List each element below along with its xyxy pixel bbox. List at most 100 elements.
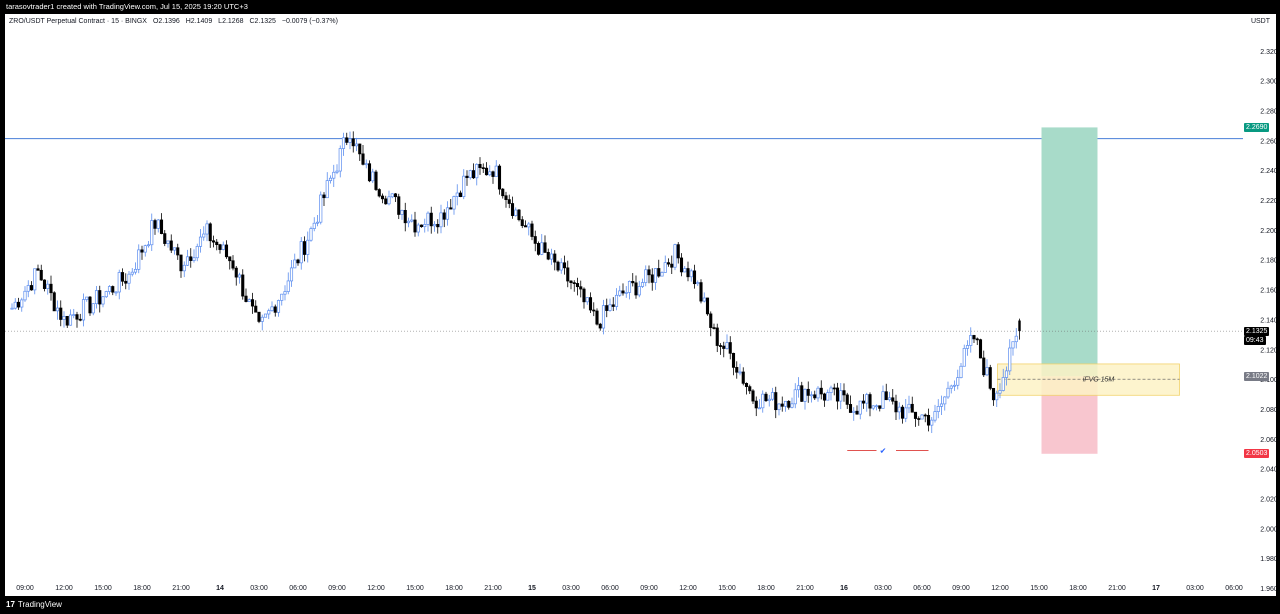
candle-body — [832, 387, 836, 390]
x-tick-label: 03:00 — [1186, 585, 1204, 592]
fvg-label: iFVG 15M — [1083, 377, 1115, 384]
candle-body — [998, 390, 1002, 394]
candle-body — [813, 394, 817, 399]
candle-body — [254, 305, 258, 313]
candle-body — [995, 392, 999, 401]
candle-body — [367, 163, 372, 182]
candle-body — [601, 305, 606, 329]
candle-body — [104, 291, 108, 298]
x-tick-label: 17 — [1152, 585, 1160, 592]
candle-body — [393, 193, 398, 198]
candle-body — [68, 314, 73, 326]
candle-body — [819, 387, 823, 395]
y-tick-label: 2.0200 — [1260, 497, 1276, 504]
candle-body — [267, 310, 271, 315]
x-tick-label: 18:00 — [1069, 585, 1087, 592]
candle-body — [585, 297, 589, 303]
candle-body — [728, 342, 732, 354]
candle-body — [878, 405, 882, 409]
candle-body — [345, 137, 349, 143]
x-tick-label: 21:00 — [484, 585, 502, 592]
candle-body — [894, 400, 898, 413]
candle-body — [153, 220, 157, 229]
y-tick-label: 2.0800 — [1260, 407, 1276, 414]
candle-body — [614, 294, 619, 307]
candle-body — [575, 283, 580, 288]
candle-body — [887, 397, 892, 401]
candle-body — [549, 253, 554, 260]
candle-body — [904, 407, 908, 419]
price-chart[interactable]: 2.3200 2.3000 2.2800 2.2600 2.2400 2.2200 2.20… — [5, 14, 1276, 596]
candle-body — [631, 280, 635, 284]
candle-body — [273, 306, 277, 313]
candle-body — [712, 327, 716, 329]
candle-body — [913, 411, 918, 419]
candle-body — [247, 299, 251, 302]
chart-frame[interactable]: 2.3200 2.3000 2.2800 2.2600 2.2400 2.2200 2.20… — [5, 14, 1276, 596]
x-tick-label: 06:00 — [289, 585, 307, 592]
candle-body — [29, 285, 34, 291]
candle-body — [465, 175, 469, 179]
candle-body — [133, 268, 138, 273]
x-tick-label: 21:00 — [1108, 585, 1126, 592]
candle-body — [793, 389, 797, 405]
candle-body — [709, 313, 713, 328]
x-tick-label: 12:00 — [991, 585, 1009, 592]
candle-body — [683, 268, 687, 273]
x-tick-label: 12:00 — [55, 585, 73, 592]
candle-body — [423, 224, 427, 228]
candle-body — [354, 143, 359, 147]
candle-body — [348, 138, 352, 143]
candle-body — [397, 196, 401, 215]
candle-body — [455, 192, 459, 197]
candle-body — [163, 233, 167, 244]
candle-body — [845, 394, 849, 405]
candle-body — [143, 245, 147, 253]
candle-body — [1008, 347, 1012, 372]
x-tick-label: 06:00 — [601, 585, 619, 592]
candle-body — [774, 392, 778, 411]
candle-body — [653, 268, 658, 283]
candle-body — [803, 388, 807, 402]
candle-body — [257, 311, 261, 322]
y-tick-label: 2.0400 — [1260, 467, 1276, 474]
footer-bar: 17 TradingView — [0, 596, 1280, 614]
candle-body — [296, 259, 300, 264]
candle-body — [419, 224, 424, 228]
currency-label: USDT — [1250, 18, 1270, 25]
candle-body — [62, 315, 66, 320]
candle-body — [195, 246, 199, 259]
candle-body — [46, 283, 50, 289]
x-tick-label: 09:00 — [328, 585, 346, 592]
candle-body — [169, 240, 173, 251]
candle-body — [959, 365, 963, 379]
candle-body — [530, 223, 534, 237]
ohlc-high: H2.1409 — [185, 18, 213, 25]
y-tick-label: 2.2800 — [1260, 109, 1276, 116]
candle-body — [270, 306, 274, 311]
symbol-name[interactable]: ZRO/USDT Perpetual Contract · 15 · BINGX — [9, 18, 147, 25]
candle-body — [179, 254, 183, 272]
candle-body — [523, 225, 528, 228]
candle-body — [182, 264, 186, 272]
candle-body — [757, 407, 762, 410]
candle-body — [426, 212, 430, 225]
candle-body — [114, 291, 118, 294]
candle-body — [75, 314, 79, 320]
checkmark-icon: ✔ — [880, 447, 887, 456]
candle-body — [380, 195, 385, 200]
candle-body — [738, 371, 742, 374]
candle-body — [507, 199, 511, 204]
x-tick-label: 06:00 — [913, 585, 931, 592]
candle-body — [312, 222, 316, 229]
tradingview-logo[interactable]: 17 TradingView — [6, 596, 62, 614]
candle-body — [666, 262, 671, 265]
candle-body — [504, 195, 508, 200]
candle-body — [910, 403, 914, 413]
candle-body — [237, 274, 242, 278]
candle-body — [865, 394, 869, 404]
candle-body — [514, 209, 518, 216]
candle-body — [205, 223, 209, 235]
candle-body — [536, 243, 541, 255]
candle-body — [263, 313, 268, 318]
